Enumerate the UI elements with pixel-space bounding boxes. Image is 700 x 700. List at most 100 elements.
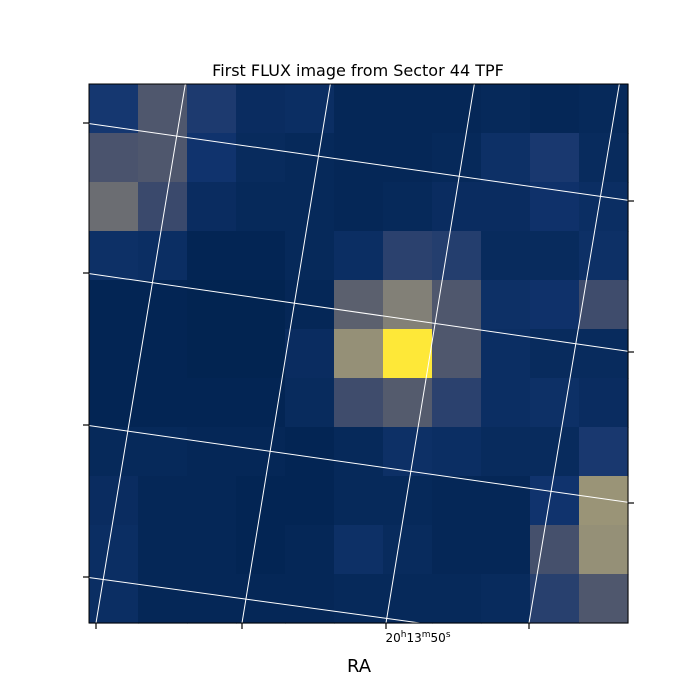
heatmap-cell <box>383 525 433 575</box>
heatmap-cell <box>383 476 433 526</box>
heatmap-cell <box>383 280 433 330</box>
heatmap-cell <box>383 574 433 624</box>
heatmap-cell <box>285 84 335 134</box>
heatmap-cell <box>383 133 433 183</box>
heatmap-cell <box>579 231 629 281</box>
heatmap-cell <box>285 231 335 281</box>
heatmap-cell <box>138 84 188 134</box>
heatmap-cell <box>236 133 286 183</box>
heatmap-cell <box>236 84 286 134</box>
heatmap-cell <box>530 476 580 526</box>
heatmap-cell <box>138 231 188 281</box>
heatmap-cell <box>334 280 384 330</box>
heatmap-cell <box>334 574 384 624</box>
heatmap-cell <box>579 182 629 232</box>
heatmap-cell <box>187 525 237 575</box>
heatmap-cell <box>236 182 286 232</box>
heatmap-cell <box>187 280 237 330</box>
heatmap-cell <box>285 574 335 624</box>
heatmap-cell <box>383 427 433 477</box>
heatmap-cell <box>187 378 237 428</box>
heatmap-cell <box>432 329 482 379</box>
heatmap-cell <box>579 280 629 330</box>
heatmap-cell <box>530 574 580 624</box>
heatmap-cell <box>89 525 139 575</box>
heatmap-cell <box>285 525 335 575</box>
heatmap-cell <box>89 280 139 330</box>
heatmap-cell <box>236 231 286 281</box>
grid-line <box>84 122 634 202</box>
heatmap-cell <box>334 329 384 379</box>
heatmap-cell <box>285 329 335 379</box>
heatmap-cell <box>89 182 139 232</box>
x-axis-label: RA <box>347 656 372 677</box>
heatmap-cell <box>383 182 433 232</box>
heatmap-cell <box>383 231 433 281</box>
heatmap-cell <box>530 329 580 379</box>
heatmap-cell <box>138 329 188 379</box>
chart-title: First FLUX image from Sector 44 TPF <box>212 61 504 80</box>
heatmap-cell <box>579 378 629 428</box>
heatmap-cell <box>481 182 531 232</box>
heatmap-cell <box>138 182 188 232</box>
heatmap-cell <box>334 133 384 183</box>
heatmap-cell <box>334 427 384 477</box>
heatmap-cell <box>481 427 531 477</box>
heatmap-cell <box>481 574 531 624</box>
heatmap-cell <box>530 133 580 183</box>
heatmap-cell <box>530 280 580 330</box>
heatmap-cell <box>138 378 188 428</box>
plot-frame <box>88 83 629 624</box>
heatmap-cell <box>236 378 286 428</box>
heatmap-cell <box>187 574 237 624</box>
heatmap-cell <box>432 378 482 428</box>
heatmap-cell <box>138 525 188 575</box>
grid-line <box>241 79 332 624</box>
heatmap-cell <box>187 231 237 281</box>
heatmap-cell <box>579 329 629 379</box>
heatmap-cell <box>138 133 188 183</box>
heatmap-cell <box>334 476 384 526</box>
heatmap-cell <box>285 378 335 428</box>
heatmap-cell <box>236 476 286 526</box>
heatmap-cell <box>579 476 629 526</box>
heatmap-cell <box>481 476 531 526</box>
heatmap-cell <box>481 84 531 134</box>
heatmap-cell <box>432 574 482 624</box>
heatmap-cell <box>236 525 286 575</box>
heatmap-cell <box>236 329 286 379</box>
heatmap-cell <box>138 427 188 477</box>
heatmap-cell <box>481 378 531 428</box>
heatmap-cell <box>530 378 580 428</box>
heatmap-cell <box>432 427 482 477</box>
heatmap-cell <box>432 476 482 526</box>
heatmap-cell <box>530 84 580 134</box>
heatmap-cell <box>89 427 139 477</box>
heatmap-cell <box>579 84 629 134</box>
x-tick-label: 20h13m50s <box>385 630 450 645</box>
heatmap-cell <box>187 182 237 232</box>
heatmap-cell <box>89 378 139 428</box>
heatmap-cell <box>334 231 384 281</box>
heatmap-cell <box>530 231 580 281</box>
heatmap-cell <box>334 84 384 134</box>
heatmap-cell <box>432 84 482 134</box>
heatmap-cell <box>432 525 482 575</box>
heatmap-cell <box>383 84 433 134</box>
heatmap-cell <box>285 427 335 477</box>
axis-ticks: 20h13m50s <box>83 122 634 645</box>
heatmap-cell <box>432 280 482 330</box>
heatmap-cell <box>89 231 139 281</box>
heatmap-cell <box>579 427 629 477</box>
heatmap-cell <box>89 329 139 379</box>
heatmap-cell <box>187 476 237 526</box>
heatmap-cell <box>187 84 237 134</box>
grid-line <box>84 424 634 504</box>
heatmap-cell <box>285 280 335 330</box>
heatmap-cell <box>481 280 531 330</box>
heatmap-cell <box>187 133 237 183</box>
heatmap-cell <box>89 84 139 134</box>
grid-line <box>84 576 421 624</box>
grid-line <box>385 79 476 624</box>
heatmap-cell <box>138 574 188 624</box>
